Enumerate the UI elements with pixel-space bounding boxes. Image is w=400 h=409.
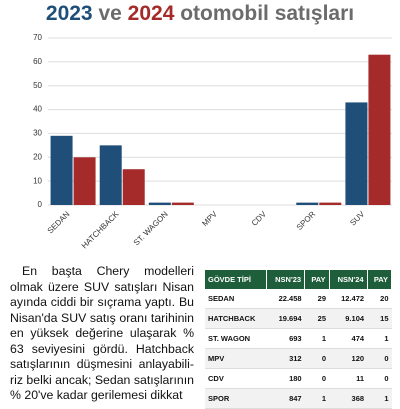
y-tick-label: 70 <box>33 33 42 42</box>
x-tick-label: SPOR <box>295 209 318 232</box>
table-row: SPOR 847 1 368 1 <box>205 388 392 409</box>
table-cell: 11 <box>329 368 368 389</box>
table-cell: 1 <box>367 388 392 409</box>
bar <box>50 135 73 205</box>
bar <box>99 145 122 205</box>
title-part: 2023 <box>45 2 93 25</box>
table-cell: 1 <box>304 388 330 409</box>
table-cell: 693 <box>266 328 305 349</box>
table-cell: 0 <box>367 348 392 369</box>
table-cell: 29 <box>304 289 330 309</box>
table-row: MPV 312 0 120 0 <box>205 348 392 369</box>
table-row: HATCHBACK 19.694 25 9.104 15 <box>205 308 392 329</box>
table-cell: HATCHBACK <box>205 308 267 329</box>
y-tick-label: 40 <box>33 105 42 114</box>
title-part: ve <box>98 2 122 25</box>
table-cell: 19.694 <box>266 308 305 329</box>
table-cell: SPOR <box>205 388 267 409</box>
title-part: 2024 <box>127 2 175 25</box>
bar <box>73 157 96 205</box>
table-cell: MPV <box>205 348 267 369</box>
table-cell: 120 <box>329 348 368 369</box>
table-cell: 0 <box>367 368 392 389</box>
article-paragraph: En başta Chery modelleri olmak üzere SUV… <box>10 264 194 402</box>
bar <box>171 202 194 205</box>
x-tick-label: SUV <box>348 209 366 227</box>
bar <box>296 202 319 205</box>
x-tick-label: ST. WAGON <box>132 209 170 247</box>
table-cell: 22.458 <box>266 289 305 309</box>
table-row: SEDAN 22.458 29 12.472 20 <box>205 289 392 309</box>
table-row: CDV 180 0 11 0 <box>205 368 392 389</box>
y-tick-label: 0 <box>38 200 43 209</box>
y-tick-label: 20 <box>33 152 42 161</box>
y-tick-label: 50 <box>33 81 42 90</box>
table-cell: SEDAN <box>205 289 267 309</box>
table-cell: 312 <box>266 348 305 369</box>
table: GÖVDE TİPİ NSN'23 PAY NSN'24 PAY SEDAN 22.458 2… <box>205 270 393 409</box>
table-cell: 180 <box>266 368 305 389</box>
table-cell: ST. WAGON <box>205 328 267 349</box>
table-cell: 0 <box>304 348 330 369</box>
header-cell: PAY <box>304 270 330 289</box>
bar <box>148 202 171 205</box>
header-cell: NSN'24 <box>329 270 368 289</box>
table-cell: 9.104 <box>329 308 368 329</box>
header-cell: NSN'23 <box>266 270 306 289</box>
table-cell: 12.472 <box>329 289 368 309</box>
table-cell: 1 <box>304 328 330 349</box>
table-cell: 368 <box>329 388 368 409</box>
y-tick-label: 60 <box>33 57 42 66</box>
chart: 0 10 20 30 40 50 60 70 SEDAN HATCHBACK ST. WAGON MP… <box>33 33 392 250</box>
x-tick-label: SEDAN <box>46 209 72 235</box>
x-tick-label: MPV <box>200 209 219 228</box>
table-cell: 847 <box>266 388 305 409</box>
bar <box>345 102 368 205</box>
header-cell: GÖVDE TİPİ <box>205 270 268 289</box>
title-part: otomobil satışları <box>180 2 355 25</box>
table-cell: 25 <box>304 308 330 329</box>
table-cell: 0 <box>304 368 330 389</box>
title: 2023 ve 2024 otomobil satışları <box>0 2 400 26</box>
y-tick-label: 10 <box>33 176 42 185</box>
bar <box>319 202 342 205</box>
table-cell: CDV <box>205 368 267 389</box>
x-tick-label: HATCHBACK <box>80 209 121 250</box>
table-header: GÖVDE TİPİ NSN'23 PAY NSN'24 PAY <box>205 270 393 289</box>
table-cell: 474 <box>329 328 368 349</box>
table-cell: 1 <box>367 328 392 349</box>
x-tick-label: CDV <box>250 209 269 228</box>
y-tick-label: 30 <box>33 129 42 138</box>
header-cell: PAY <box>367 270 393 289</box>
table-cell: 20 <box>367 289 392 309</box>
bar <box>368 54 391 206</box>
table-cell: 15 <box>367 308 392 329</box>
bar <box>122 169 145 205</box>
table-row: ST. WAGON 693 1 474 1 <box>205 328 392 349</box>
